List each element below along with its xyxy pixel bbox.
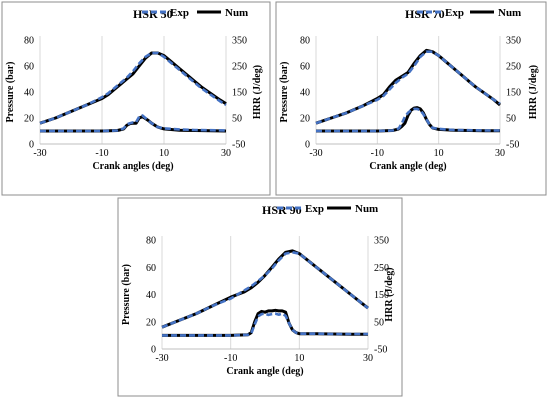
panel-border bbox=[1, 1, 271, 196]
panel-border bbox=[275, 1, 547, 196]
x-tick-label: -30 bbox=[33, 148, 46, 159]
x-tick-label: 10 bbox=[294, 353, 304, 364]
y2-tick-label: 50 bbox=[374, 317, 384, 328]
panel-2: -30 -10 10 30 0 20 40 60 80 -50 50 150 250 350 Crank a… bbox=[275, 1, 547, 196]
x-tick-label: 30 bbox=[495, 148, 505, 159]
y2-axis-title: HRR (J/deg) bbox=[384, 267, 395, 321]
y-tick-label: 60 bbox=[146, 263, 156, 274]
y2-tick-label: -50 bbox=[374, 345, 387, 356]
y-tick-label: 40 bbox=[146, 290, 156, 301]
y2-tick-label: 50 bbox=[506, 114, 516, 125]
legend-label-num: Num bbox=[355, 203, 378, 215]
panel-title: HSR 70 bbox=[405, 7, 445, 21]
x-axis-title: Crank angles (deg) bbox=[92, 161, 173, 172]
x-tick-label: 10 bbox=[434, 148, 444, 159]
y2-tick-label: -50 bbox=[506, 140, 519, 151]
x-tick-label: 30 bbox=[363, 353, 373, 364]
y-axis-title: Pressure (bar) bbox=[121, 264, 132, 325]
y2-tick-label: 150 bbox=[506, 88, 521, 99]
y2-tick-label: 250 bbox=[374, 263, 389, 274]
panel-title: HSR 90 bbox=[262, 203, 302, 217]
x-tick-label: -30 bbox=[309, 148, 322, 159]
y-axis-title: Pressure (bar) bbox=[279, 61, 290, 122]
y-tick-label: 60 bbox=[300, 62, 310, 73]
y2-tick-label: 150 bbox=[374, 290, 389, 301]
panel-3: -30 -10 10 30 0 20 40 60 80 -50 50 150 250 350 Crank a… bbox=[117, 197, 403, 397]
y-tick-label: 60 bbox=[24, 62, 34, 73]
legend-label-num: Num bbox=[498, 7, 521, 19]
panel-title: HSR 50 bbox=[133, 7, 173, 21]
y-tick-label: 20 bbox=[146, 317, 156, 328]
y2-tick-label: 350 bbox=[374, 236, 389, 247]
series-line-exp-hrr bbox=[316, 107, 500, 133]
y2-tick-label: 250 bbox=[506, 62, 521, 73]
series-line-exp-pressure bbox=[39, 51, 227, 125]
y-tick-label: 0 bbox=[305, 140, 310, 151]
y-tick-label: 80 bbox=[146, 236, 156, 247]
series-line-exp-pressure bbox=[315, 50, 501, 125]
legend-label-num: Num bbox=[225, 7, 248, 19]
y2-tick-label: 250 bbox=[232, 62, 247, 73]
y-tick-label: 80 bbox=[24, 36, 34, 47]
y-tick-label: 80 bbox=[300, 36, 310, 47]
series-line-exp-hrr bbox=[40, 114, 227, 133]
y2-tick-label: -50 bbox=[232, 140, 245, 151]
panel-1: -30 -10 10 30 0 20 40 60 80 -50 50 150 250 350 Crank a… bbox=[1, 1, 271, 196]
x-tick-label: 30 bbox=[221, 148, 231, 159]
y2-tick-label: 50 bbox=[232, 114, 242, 125]
legend-label-exp: Exp bbox=[305, 203, 324, 215]
x-axis-title: Crank angle (deg) bbox=[369, 161, 446, 172]
y-tick-label: 40 bbox=[24, 88, 34, 99]
y-tick-label: 0 bbox=[29, 140, 34, 151]
x-tick-label: -10 bbox=[224, 353, 237, 364]
y2-axis-title: HRR (J/deg) bbox=[252, 65, 263, 119]
legend-label-exp: Exp bbox=[445, 7, 464, 19]
x-tick-label: -10 bbox=[95, 148, 108, 159]
x-tick-label: -10 bbox=[371, 148, 384, 159]
y2-tick-label: 350 bbox=[506, 36, 521, 47]
x-tick-label: 10 bbox=[159, 148, 169, 159]
legend-label-exp: Exp bbox=[170, 7, 189, 19]
x-axis-title: Crank angle (deg) bbox=[226, 366, 303, 377]
x-tick-label: -30 bbox=[155, 353, 168, 364]
series-line-exp-pressure bbox=[161, 251, 369, 329]
y-axis-title: Pressure (bar) bbox=[5, 61, 16, 122]
y-tick-label: 40 bbox=[300, 88, 310, 99]
y2-tick-label: 350 bbox=[232, 36, 247, 47]
y-tick-label: 20 bbox=[24, 114, 34, 125]
y-tick-label: 20 bbox=[300, 114, 310, 125]
y2-axis-title: HRR (J/deg) bbox=[528, 65, 539, 119]
y2-tick-label: 150 bbox=[232, 88, 247, 99]
y-tick-label: 0 bbox=[151, 345, 156, 356]
series-line-exp-hrr bbox=[162, 312, 368, 337]
